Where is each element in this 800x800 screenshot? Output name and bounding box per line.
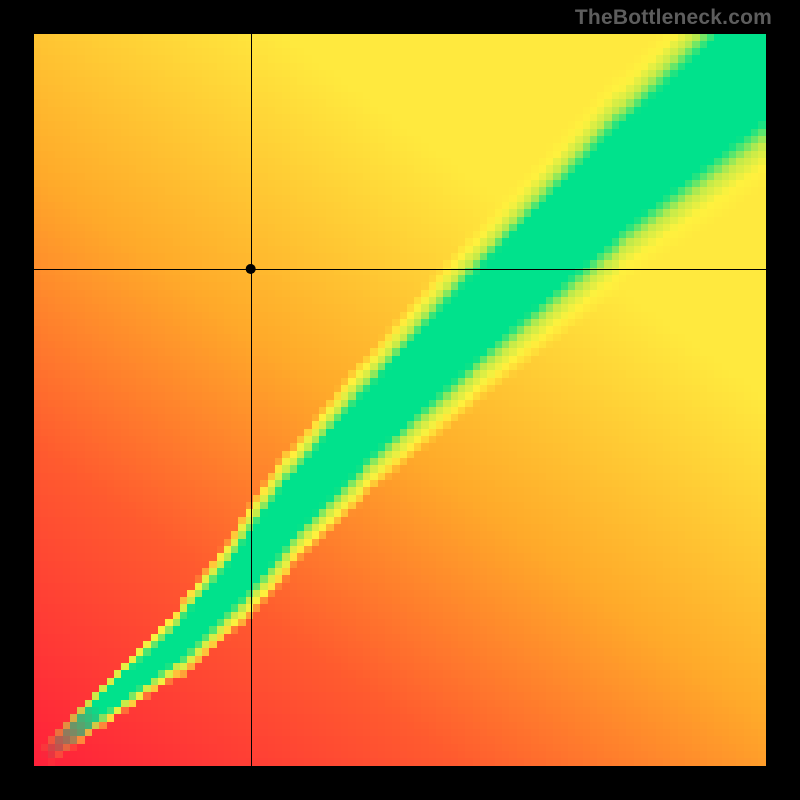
heatmap-canvas [34,34,766,766]
chart-container: TheBottleneck.com [0,0,800,800]
watermark-text: TheBottleneck.com [575,6,772,30]
